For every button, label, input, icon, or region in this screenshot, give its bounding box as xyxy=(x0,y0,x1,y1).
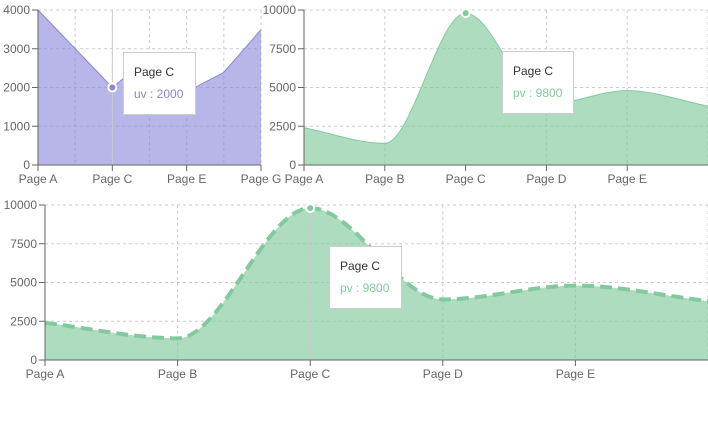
area-line-pv xyxy=(44,206,708,341)
y-tick-label: 4000 xyxy=(3,3,30,17)
x-tick-label: Page E xyxy=(608,172,647,186)
x-tick-label: Page C xyxy=(446,172,486,186)
y-tick-label: 0 xyxy=(30,353,37,367)
tooltip-label: Page C xyxy=(340,259,381,273)
active-dot xyxy=(305,203,316,214)
x-tick-label: Page A xyxy=(19,172,58,186)
y-tick-label: 7500 xyxy=(10,237,37,251)
y-tick-label: 10000 xyxy=(263,3,297,17)
y-tick-label: 10000 xyxy=(4,198,38,212)
x-tick-label: Page A xyxy=(285,172,324,186)
y-tick-label: 3000 xyxy=(3,42,30,56)
active-dot xyxy=(460,8,471,19)
y-tick-label: 2500 xyxy=(269,119,296,133)
x-tick-label: Page G xyxy=(241,172,282,186)
x-tick-label: Page E xyxy=(167,172,206,186)
y-tick-label: 0 xyxy=(23,158,30,172)
x-tick-label: Page E xyxy=(556,367,595,381)
tooltip-value: uv : 2000 xyxy=(134,87,184,101)
tooltip-value: pv : 9800 xyxy=(340,281,390,295)
y-tick-label: 5000 xyxy=(269,81,296,95)
tooltip-pv: Page C pv : 9800 xyxy=(502,51,574,114)
y-tick-label: 2000 xyxy=(3,81,30,95)
tooltip-pv-dashed: Page C pv : 9800 xyxy=(329,246,402,309)
x-tick-label: Page C xyxy=(92,172,132,186)
tooltip-label: Page C xyxy=(134,65,175,79)
y-tick-label: 7500 xyxy=(269,42,296,56)
tooltip-uv: Page C uv : 2000 xyxy=(123,52,196,115)
y-tick-label: 0 xyxy=(289,158,296,172)
tooltip-label: Page C xyxy=(513,64,554,78)
x-tick-label: Page A xyxy=(26,367,65,381)
area-line-pv xyxy=(303,12,708,144)
x-tick-label: Page B xyxy=(365,172,404,186)
y-tick-label: 2500 xyxy=(10,314,37,328)
x-tick-label: Page D xyxy=(423,367,463,381)
y-tick-label: 5000 xyxy=(10,276,37,290)
tooltip-value: pv : 9800 xyxy=(513,86,563,100)
active-dot xyxy=(107,82,118,93)
x-tick-label: Page B xyxy=(158,367,197,381)
x-tick-label: Page C xyxy=(290,367,330,381)
x-tick-label: Page D xyxy=(526,172,566,186)
y-tick-label: 1000 xyxy=(3,119,30,133)
